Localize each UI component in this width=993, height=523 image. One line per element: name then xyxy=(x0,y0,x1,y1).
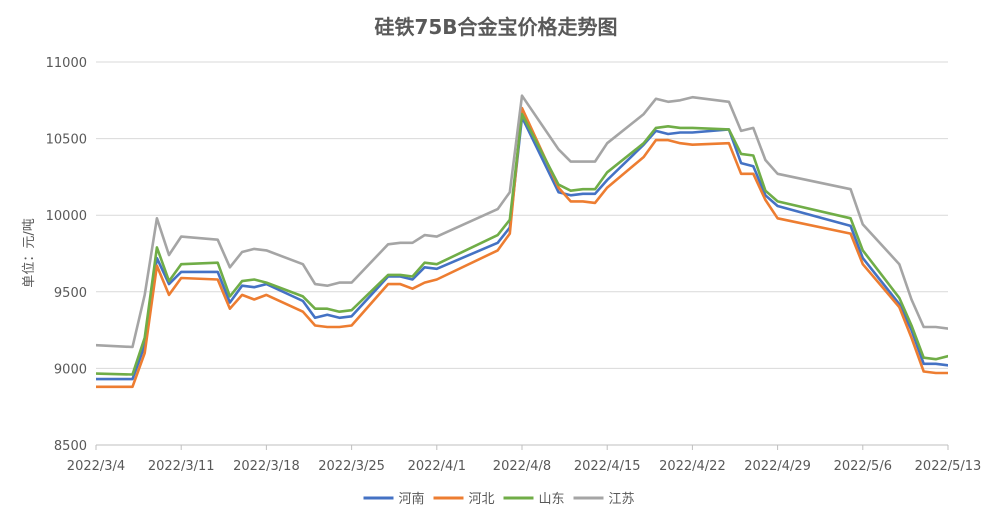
legend: 河南 河北 山东 江苏 xyxy=(363,491,635,507)
series-line-3 xyxy=(96,94,948,349)
y-tick-label: 10000 xyxy=(46,209,87,224)
x-tick-label: 2022/4/8 xyxy=(493,459,551,474)
y-axis-label: 单位：元/吨 xyxy=(22,218,37,287)
x-tick-label: 2022/3/4 xyxy=(67,459,125,474)
legend-label: 河南 xyxy=(399,491,425,507)
x-tick-label: 2022/5/13 xyxy=(915,459,982,474)
legend-label: 山东 xyxy=(539,492,565,507)
series-lines xyxy=(96,94,948,389)
y-tick-label: 9500 xyxy=(54,286,87,301)
y-tick-label: 10500 xyxy=(46,133,87,148)
x-tick-label: 2022/4/22 xyxy=(659,459,726,474)
y-tick-label: 11000 xyxy=(46,56,87,71)
x-tick-label: 2022/4/15 xyxy=(574,459,641,474)
series-line-1 xyxy=(96,106,948,389)
series-line-0 xyxy=(96,115,948,381)
y-tick-label: 9000 xyxy=(54,362,87,377)
x-tick-labels: 2022/3/4 2022/3/11 2022/3/18 2022/3/25 2022/… xyxy=(67,445,982,474)
x-tick-label: 2022/4/29 xyxy=(744,459,811,474)
y-tick-labels: 8500 9000 9500 10000 10500 11000 xyxy=(46,56,87,454)
x-tick-label: 2022/4/1 xyxy=(408,459,466,474)
y-tick-label: 8500 xyxy=(54,439,87,454)
x-tick-label: 2022/5/6 xyxy=(834,459,892,474)
x-tick-label: 2022/3/11 xyxy=(148,459,215,474)
legend-label: 江苏 xyxy=(609,491,635,507)
chart-title: 硅铁75B合金宝价格走势图 xyxy=(374,15,617,39)
series-line-2 xyxy=(96,112,948,376)
x-tick-label: 2022/3/18 xyxy=(233,459,300,474)
legend-label: 河北 xyxy=(469,492,495,507)
x-tick-label: 2022/3/25 xyxy=(318,459,385,474)
